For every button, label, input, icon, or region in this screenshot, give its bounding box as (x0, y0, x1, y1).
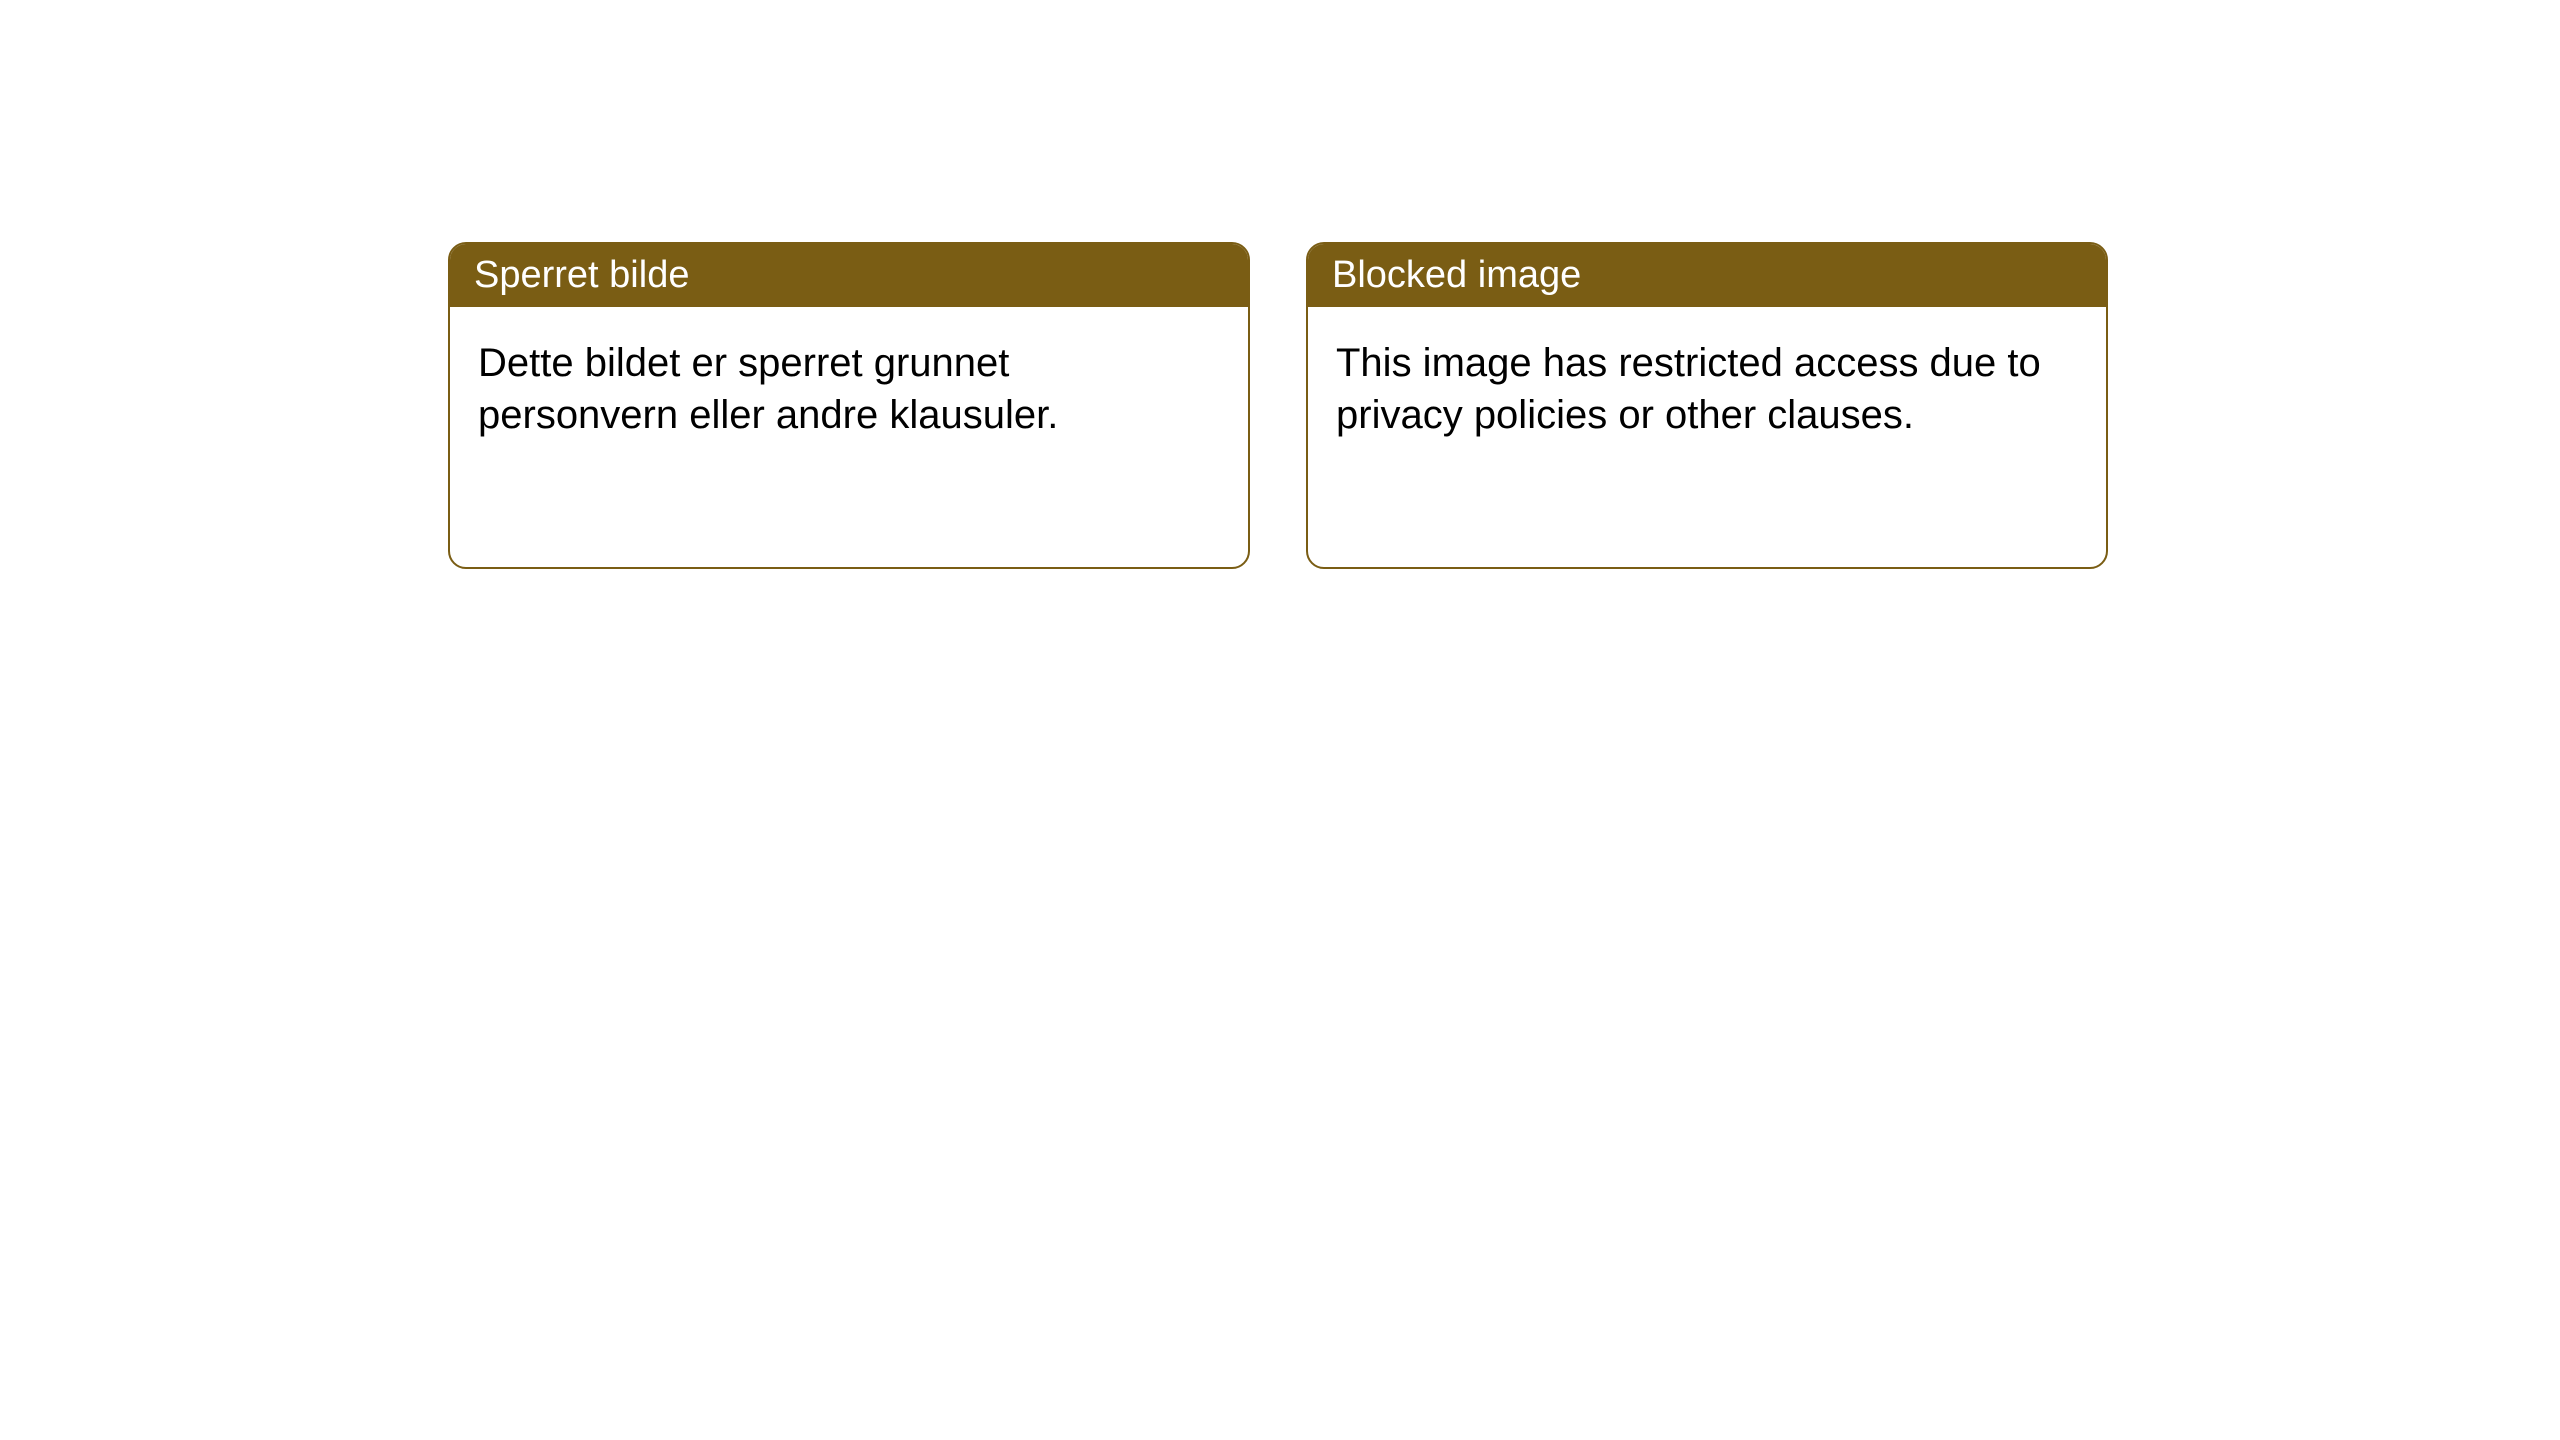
notice-body: Dette bildet er sperret grunnet personve… (450, 307, 1248, 567)
notice-card-norwegian: Sperret bilde Dette bildet er sperret gr… (448, 242, 1250, 569)
notice-header: Sperret bilde (450, 244, 1248, 307)
notice-message: Dette bildet er sperret grunnet personve… (478, 341, 1058, 437)
notice-title: Blocked image (1332, 254, 1581, 296)
notice-body: This image has restricted access due to … (1308, 307, 2106, 567)
notice-container: Sperret bilde Dette bildet er sperret gr… (0, 0, 2560, 569)
notice-header: Blocked image (1308, 244, 2106, 307)
notice-card-english: Blocked image This image has restricted … (1306, 242, 2108, 569)
notice-message: This image has restricted access due to … (1336, 341, 2041, 437)
notice-title: Sperret bilde (474, 254, 689, 296)
